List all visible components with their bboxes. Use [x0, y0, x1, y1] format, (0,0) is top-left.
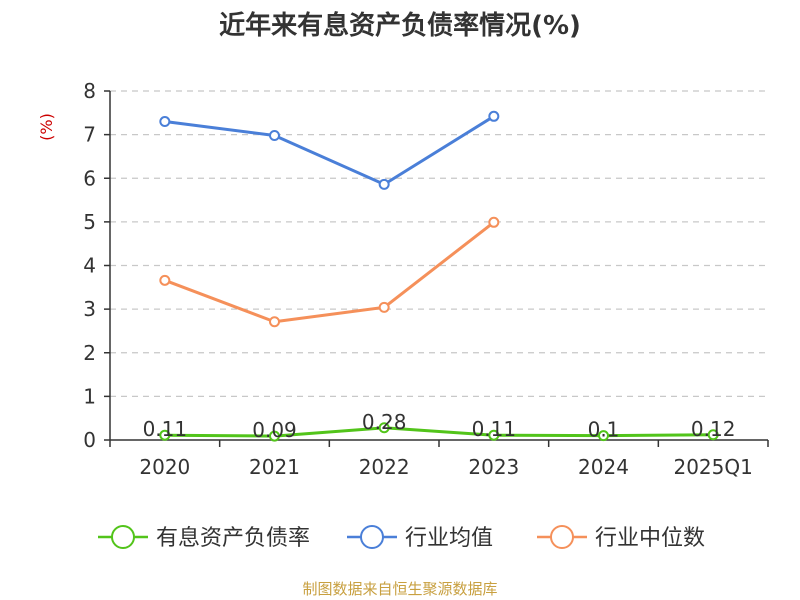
x-tick-label: 2024: [578, 455, 629, 479]
legend-label: 有息资产负债率: [156, 526, 310, 551]
y-tick-label: 2: [83, 341, 96, 365]
data-label: 0.1: [588, 418, 620, 442]
data-point: [159, 429, 171, 441]
x-tick-label: 2022: [359, 455, 410, 479]
y-axis-unit: (%): [37, 113, 56, 141]
legend-item[interactable]: 行业中位数: [537, 525, 705, 551]
y-tick-label: 7: [83, 123, 96, 147]
data-point: [378, 422, 390, 434]
data-point: [269, 129, 280, 141]
legend-label: 行业均值: [405, 526, 493, 551]
data-point: [488, 110, 500, 122]
series-line: [164, 426, 714, 438]
legend-marker-swatch: [550, 525, 574, 549]
data-label: 0.12: [691, 417, 736, 441]
data-point: [269, 316, 280, 328]
x-tick-label: 2021: [249, 455, 300, 479]
series-line: [164, 115, 495, 186]
series-line: [164, 221, 495, 324]
legend-marker-swatch: [360, 525, 384, 549]
series-group: [159, 110, 719, 442]
data-point: [269, 430, 280, 442]
data-label: 0.09: [252, 418, 297, 442]
y-tick-label: 1: [83, 384, 96, 408]
data-point: [159, 116, 171, 128]
data-point: [598, 430, 609, 442]
y-tick-label: 8: [83, 79, 96, 103]
data-source-note: 制图数据来自恒生聚源数据库: [302, 580, 497, 598]
data-labels: 0.11 0.09 0.28 0.11 0.1 0.12: [143, 410, 736, 442]
y-tick-label: 6: [83, 166, 96, 190]
x-tick-label: 2023: [468, 455, 519, 479]
data-label: 0.11: [472, 417, 517, 441]
y-tick-label: 3: [83, 297, 96, 321]
data-point: [378, 178, 390, 190]
legend-item[interactable]: 有息资产负债率: [98, 525, 310, 551]
legend: 有息资产负债率 行业均值 行业中位数: [98, 525, 705, 551]
chart-title: 近年来有息资产负债率情况(%): [219, 10, 581, 41]
legend-label: 行业中位数: [595, 526, 705, 551]
x-tick-label: 2020: [139, 455, 190, 479]
x-tick-label: 2025Q1: [673, 455, 752, 479]
x-axis-ticks: 2020 2021 2022 2023 2024 2025Q1: [109, 440, 769, 479]
y-tick-label: 0: [83, 428, 96, 452]
data-point: [159, 274, 171, 286]
data-label: 0.28: [362, 410, 407, 434]
y-tick-label: 5: [83, 210, 96, 234]
legend-item[interactable]: 行业均值: [347, 525, 493, 551]
legend-marker-swatch: [111, 525, 135, 549]
data-label: 0.11: [143, 417, 188, 441]
data-point: [488, 429, 500, 441]
grid-lines: [110, 90, 768, 397]
y-axis-ticks: 0 1 2 3 4 5 6 7 8: [83, 79, 110, 452]
y-tick-label: 4: [83, 254, 96, 278]
data-point: [378, 301, 390, 313]
data-point: [488, 216, 500, 228]
data-point: [707, 429, 719, 441]
